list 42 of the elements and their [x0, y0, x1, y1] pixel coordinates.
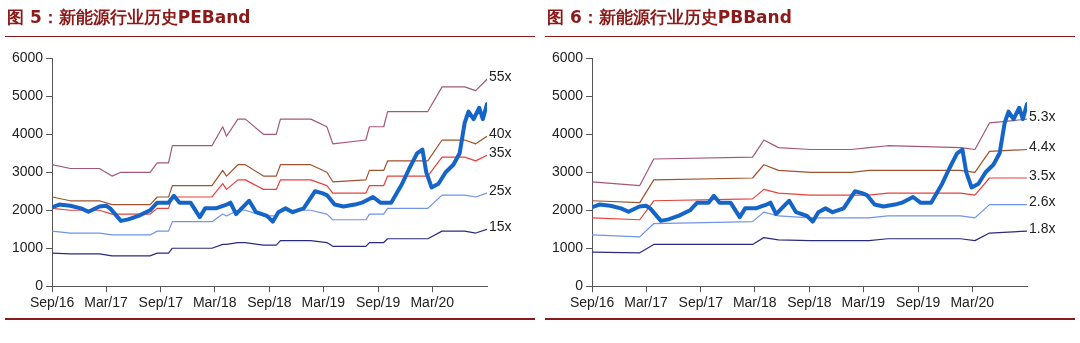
- x-tick-label: Mar/18: [732, 294, 777, 311]
- series-label: 1.8x: [1029, 220, 1056, 237]
- series-label: 55x: [489, 68, 512, 85]
- x-tick-label: Sep/18: [247, 294, 292, 311]
- series-label: 15x: [489, 218, 512, 235]
- y-tick-label: 2000: [11, 201, 44, 218]
- series-label: 2.6x: [1029, 193, 1056, 210]
- series-label: 35x: [489, 144, 512, 161]
- x-tick-label: Sep/17: [138, 294, 184, 311]
- y-tick-label: 1000: [551, 239, 584, 256]
- x-tick-label: Sep/18: [787, 294, 832, 311]
- x-tick-label: Mar/17: [84, 294, 129, 311]
- y-tick-label: 3000: [11, 163, 44, 180]
- y-tick-label: 0: [575, 277, 584, 294]
- x-tick-label: Sep/16: [29, 294, 75, 311]
- y-tick-label: 4000: [551, 125, 584, 142]
- x-tick-label: Sep/19: [895, 294, 941, 311]
- y-tick-label: 3000: [551, 163, 584, 180]
- x-tick-label: Mar/18: [192, 294, 237, 311]
- y-tick-label: 4000: [11, 125, 44, 142]
- x-tick-label: Mar/20: [950, 294, 995, 311]
- x-tick-label: Sep/16: [569, 294, 615, 311]
- series-label: 25x: [489, 182, 512, 199]
- y-tick-label: 2000: [551, 201, 584, 218]
- chart-title: 图 6：新能源行业历史PBBand: [545, 0, 1075, 37]
- x-tick-label: Mar/20: [410, 294, 455, 311]
- x-tick-label: Mar/19: [301, 294, 346, 311]
- y-tick-label: 1000: [11, 239, 44, 256]
- y-tick-label: 5000: [11, 87, 44, 104]
- y-tick-label: 5000: [551, 87, 584, 104]
- series-label: 40x: [489, 125, 512, 142]
- series-label: 4.4x: [1029, 138, 1056, 155]
- x-tick-label: Mar/19: [841, 294, 886, 311]
- y-tick-label: 0: [35, 277, 44, 294]
- series-label: 3.5x: [1029, 166, 1056, 183]
- series-label: 5.3x: [1029, 108, 1056, 125]
- x-tick-label: Mar/17: [624, 294, 669, 311]
- x-tick-label: Sep/17: [678, 294, 724, 311]
- x-tick-label: Sep/19: [355, 294, 401, 311]
- chart-title: 图 5：新能源行业历史PEBand: [5, 0, 535, 37]
- y-tick-label: 6000: [551, 49, 584, 66]
- y-tick-label: 6000: [11, 49, 44, 66]
